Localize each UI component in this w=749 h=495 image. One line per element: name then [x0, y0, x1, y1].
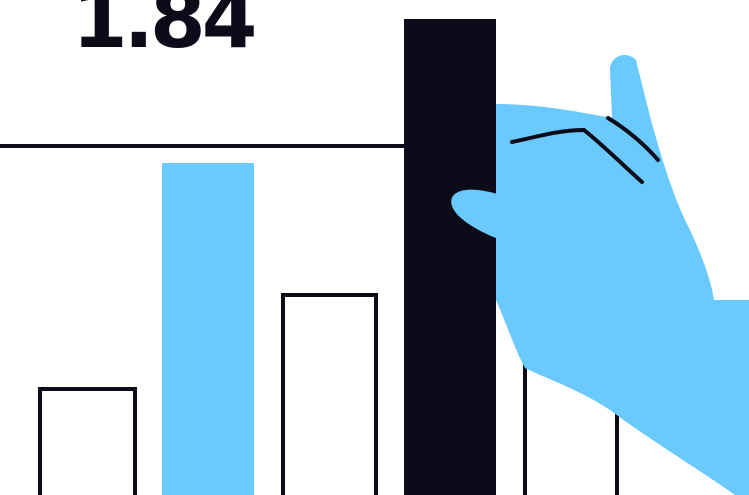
bar-3: [281, 293, 378, 495]
bar-4: [404, 19, 496, 495]
bar-2: [162, 163, 254, 495]
value-label: 1.84: [72, 0, 257, 66]
hand-icon: [451, 55, 749, 495]
bar-1: [38, 387, 137, 495]
